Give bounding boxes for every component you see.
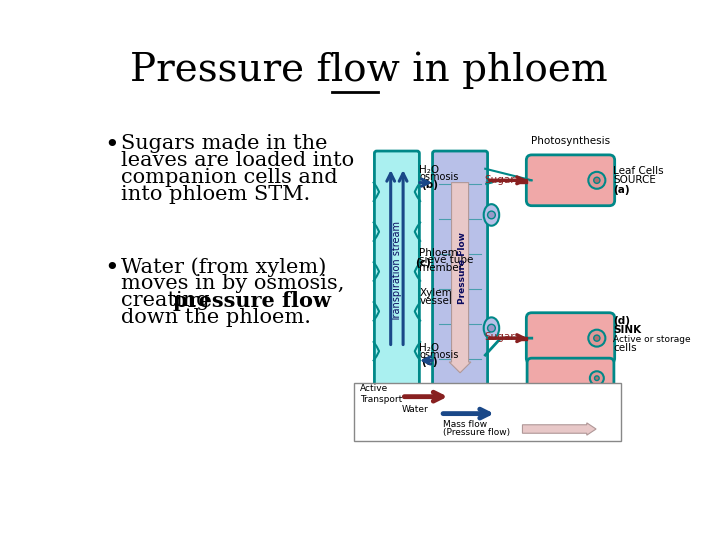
Text: Transpiration stream: Transpiration stream [392,221,402,322]
FancyBboxPatch shape [526,155,615,206]
Text: Active or storage: Active or storage [613,335,690,344]
Text: (a): (a) [613,185,630,194]
Text: sieve tube: sieve tube [419,255,474,265]
FancyArrow shape [449,183,471,373]
Text: Pressure Flow: Pressure Flow [458,232,467,303]
Text: (e): (e) [421,357,438,367]
FancyBboxPatch shape [527,358,614,398]
Text: H₂O: H₂O [419,165,439,175]
Text: osmosis: osmosis [419,172,459,182]
Text: pressure flow: pressure flow [173,291,331,311]
Text: H₂O: H₂O [419,343,439,353]
Circle shape [588,330,606,347]
Text: (b): (b) [421,179,438,190]
Text: Xylem: Xylem [419,288,452,299]
Text: •: • [104,134,119,157]
Circle shape [595,376,599,381]
Text: SINK: SINK [613,326,642,335]
Text: creating: creating [121,291,216,310]
Text: Sugar: Sugar [484,333,515,342]
Text: (d): (d) [613,316,630,326]
Text: Starch Storage: Starch Storage [531,398,609,408]
Text: Sugar: Sugar [484,174,515,185]
Text: Phloem:: Phloem: [419,248,462,258]
Text: leaves are loaded into: leaves are loaded into [121,151,354,170]
Circle shape [487,211,495,219]
Text: member: member [419,263,464,273]
Text: (c): (c) [415,258,431,268]
Bar [516,179,527,183]
Text: (Pressure flow): (Pressure flow) [443,428,510,437]
Circle shape [487,325,495,332]
Text: into phloem STM.: into phloem STM. [121,185,310,204]
Text: Pressure flow in phloem: Pressure flow in phloem [130,52,608,90]
Text: osmosis: osmosis [419,350,459,360]
Circle shape [594,335,600,341]
Circle shape [590,372,604,385]
Text: vessel: vessel [419,296,452,306]
Text: moves in by osmosis,: moves in by osmosis, [121,274,344,293]
Text: Active
Transport: Active Transport [360,383,402,403]
Text: down the phloem.: down the phloem. [121,308,311,327]
Text: SOURCE: SOURCE [613,176,656,185]
Bar [516,336,527,340]
Text: Water: Water [402,405,428,414]
Circle shape [594,177,600,184]
Ellipse shape [484,318,499,339]
FancyBboxPatch shape [433,151,487,392]
Bar [354,383,621,441]
FancyBboxPatch shape [526,313,615,363]
Ellipse shape [484,204,499,226]
Text: Photosynthesis: Photosynthesis [531,137,610,146]
Text: companion cells and: companion cells and [121,168,338,187]
Text: •: • [104,257,119,280]
Text: Sugars made in the: Sugars made in the [121,134,328,153]
FancyBboxPatch shape [374,151,419,392]
Text: Leaf Cells: Leaf Cells [613,166,664,176]
Text: Water (from xylem): Water (from xylem) [121,257,326,277]
Circle shape [588,172,606,189]
FancyArrow shape [523,423,596,435]
Text: Mass flow: Mass flow [443,420,487,429]
Text: cells: cells [613,343,636,353]
